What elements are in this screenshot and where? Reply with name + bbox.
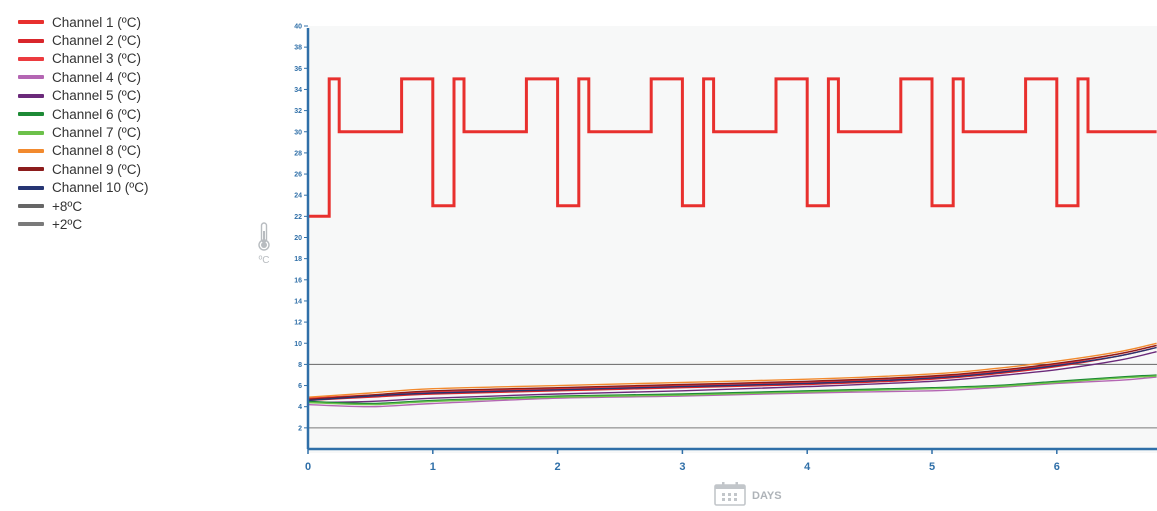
y-axis-unit-label: ºC <box>258 255 270 266</box>
legend-label: Channel 9 (ºC) <box>52 161 141 177</box>
legend-item[interactable]: Channel 6 (ºC) <box>18 105 218 123</box>
x-tick-label: 1 <box>430 461 436 473</box>
legend-item[interactable]: Channel 4 (ºC) <box>18 68 218 86</box>
legend-swatch <box>18 38 44 43</box>
legend-label: Channel 5 (ºC) <box>52 88 141 104</box>
y-tick-label: 2 <box>298 425 302 432</box>
y-tick-label: 16 <box>294 277 302 284</box>
legend-swatch <box>18 167 44 172</box>
x-tick-label: 0 <box>305 461 311 473</box>
series-line <box>307 376 1157 408</box>
legend-swatch <box>18 56 44 61</box>
legend-item[interactable]: Channel 3 (ºC) <box>18 50 218 68</box>
legend-swatch <box>18 130 44 135</box>
legend-label: Channel 8 (ºC) <box>52 143 141 159</box>
legend-label: Channel 6 (ºC) <box>52 106 141 122</box>
legend-item[interactable]: Channel 9 (ºC) <box>18 160 218 178</box>
y-tick-label: 34 <box>294 87 302 94</box>
y-tick-label: 10 <box>294 341 302 348</box>
y-tick-label: 8 <box>298 362 302 369</box>
legend-item[interactable]: +2ºC <box>18 215 218 233</box>
legend-item[interactable]: +8ºC <box>18 197 218 215</box>
y-tick-label: 14 <box>294 298 302 305</box>
x-tick-label: 5 <box>929 461 935 473</box>
series-line <box>307 342 1157 398</box>
series-line <box>307 346 1157 402</box>
legend-swatch <box>18 185 44 190</box>
legend-swatch <box>18 75 44 80</box>
y-tick-label: 4 <box>298 404 302 411</box>
legend-swatch <box>18 93 44 98</box>
calendar-icon <box>714 481 746 511</box>
x-tick-label: 6 <box>1054 461 1060 473</box>
legend-swatch <box>18 148 44 153</box>
series-line <box>307 344 1157 399</box>
legend-swatch <box>18 112 44 117</box>
x-tick-label: 3 <box>679 461 685 473</box>
series-line <box>307 351 1157 404</box>
legend-item[interactable]: Channel 8 (ºC) <box>18 142 218 160</box>
legend-item[interactable]: Channel 7 (ºC) <box>18 123 218 141</box>
legend-item[interactable]: Channel 10 (ºC) <box>18 179 218 197</box>
legend-label: +2ºC <box>52 216 83 232</box>
legend-swatch <box>18 204 44 209</box>
y-axis-unit: ºC <box>254 222 274 266</box>
y-tick-label: 12 <box>294 320 302 327</box>
y-tick-label: 36 <box>294 66 302 73</box>
legend-label: Channel 2 (ºC) <box>52 33 141 49</box>
series-line <box>307 346 1157 402</box>
y-tick-label: 20 <box>294 235 302 242</box>
legend-item[interactable]: Channel 1 (ºC) <box>18 13 218 31</box>
legend-label: Channel 3 (ºC) <box>52 51 141 67</box>
y-tick-label: 30 <box>294 129 302 136</box>
legend-label: Channel 4 (ºC) <box>52 69 141 85</box>
y-tick-label: 40 <box>294 24 302 31</box>
legend-label: +8ºC <box>52 198 83 214</box>
legend-item[interactable]: Channel 2 (ºC) <box>18 31 218 49</box>
y-tick-label: 24 <box>294 193 302 200</box>
legend-label: Channel 10 (ºC) <box>52 180 149 196</box>
series-lines <box>307 77 1157 408</box>
reference-lines <box>308 363 1157 429</box>
y-tick-label: 6 <box>298 383 302 390</box>
y-tick-label: 28 <box>294 150 302 157</box>
legend-label: Channel 1 (ºC) <box>52 14 141 30</box>
series-line <box>307 344 1157 400</box>
x-axis-unit: DAYS <box>714 481 782 511</box>
y-tick-label: 32 <box>294 108 302 115</box>
thermometer-icon <box>257 222 271 256</box>
legend-swatch <box>18 20 44 25</box>
legend-swatch <box>18 222 44 227</box>
chart-legend: Channel 1 (ºC) Channel 2 (ºC) Channel 3 (º… <box>18 13 218 234</box>
x-tick-label: 2 <box>555 461 561 473</box>
y-tick-label: 38 <box>294 45 302 52</box>
series-line <box>307 374 1157 405</box>
y-tick-label: 18 <box>294 256 302 263</box>
legend-label: Channel 7 (ºC) <box>52 125 141 141</box>
y-tick-label: 22 <box>294 214 302 221</box>
x-tick-label: 4 <box>804 461 811 473</box>
series-line <box>308 77 1157 218</box>
y-tick-label: 26 <box>294 172 302 179</box>
series-line <box>307 375 1157 406</box>
legend-item[interactable]: Channel 5 (ºC) <box>18 87 218 105</box>
x-axis-unit-label: DAYS <box>752 490 782 502</box>
